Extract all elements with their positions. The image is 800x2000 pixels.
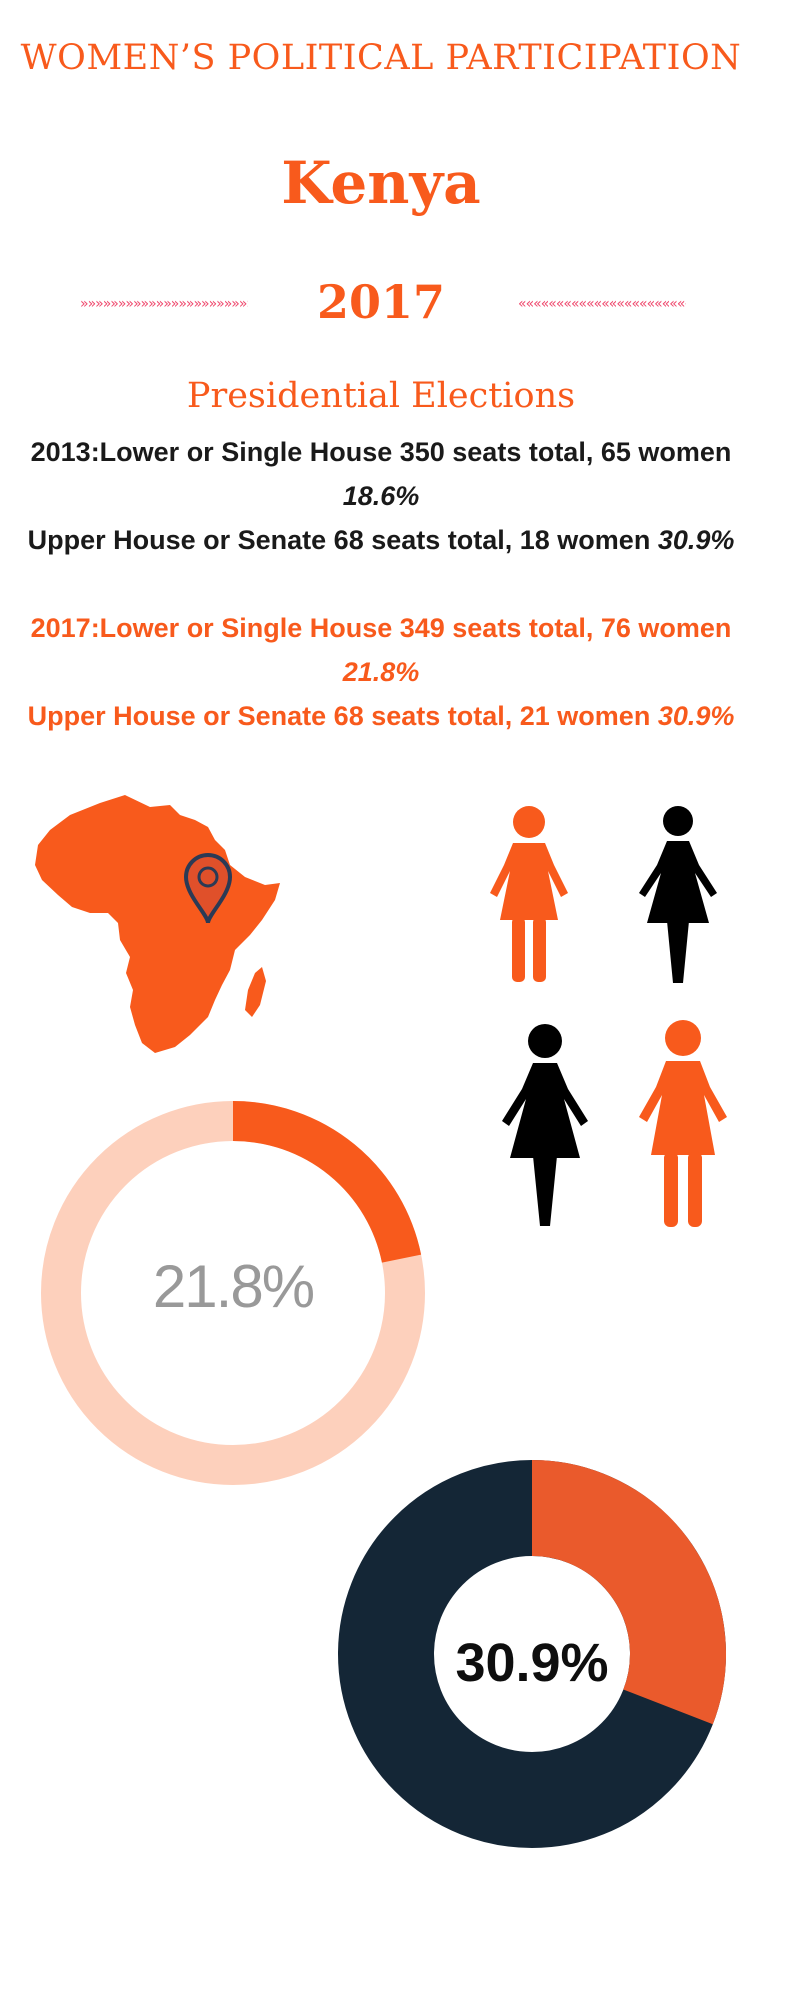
- stat-percent: 30.9%: [657, 701, 735, 731]
- madagascar-shape: [245, 967, 266, 1017]
- stat-text: 2013:Lower or Single House 350 seats tot…: [30, 437, 732, 467]
- page-title: WOMEN’S POLITICAL PARTICIPATION: [20, 38, 742, 78]
- stat-text: Upper House or Senate 68 seats total, 21…: [27, 701, 658, 731]
- senate-donut-chart: [338, 1460, 726, 1848]
- stat-text: Upper House or Senate 68 seats total, 18…: [27, 525, 658, 555]
- woman-icon: [502, 1024, 588, 1226]
- africa-continent-shape: [35, 795, 280, 1053]
- stat-percent: 30.9%: [657, 525, 735, 555]
- country-name: Kenya: [281, 149, 481, 217]
- woman-icon: [490, 806, 568, 982]
- stat-percent: 18.6%: [342, 481, 420, 511]
- lower-house-donut-chart: [41, 1101, 425, 1485]
- woman-icon: [639, 806, 717, 983]
- stat-2017-upper-house: Upper House or Senate 68 seats total, 21…: [20, 694, 742, 738]
- senate-percent-label: 30.9%: [455, 1633, 609, 1693]
- donut-fill-arc: [530, 1460, 726, 1725]
- section-subtitle: Presidential Elections: [186, 376, 576, 416]
- year-label: 2017: [316, 275, 446, 329]
- donut-fill-arc: [232, 1101, 422, 1264]
- stat-2013-lower-house: 2013:Lower or Single House 350 seats tot…: [20, 430, 742, 518]
- stat-2017-lower-house: 2017:Lower or Single House 349 seats tot…: [20, 606, 742, 694]
- lower-house-percent-label: 21.8%: [152, 1253, 315, 1320]
- location-pin-icon: [183, 853, 233, 924]
- stat-2013-upper-house: Upper House or Senate 68 seats total, 18…: [20, 518, 742, 562]
- stat-percent: 21.8%: [342, 657, 420, 687]
- africa-map-icon: [35, 795, 280, 1053]
- woman-icon: [639, 1020, 727, 1227]
- decorative-chevrons-right: ««««««««««««««««««««««««««««: [518, 297, 686, 311]
- decorative-chevrons-left: »»»»»»»»»»»»»»»»»»»»»»»»»»»: [80, 297, 248, 311]
- stat-text: 2017:Lower or Single House 349 seats tot…: [30, 613, 732, 643]
